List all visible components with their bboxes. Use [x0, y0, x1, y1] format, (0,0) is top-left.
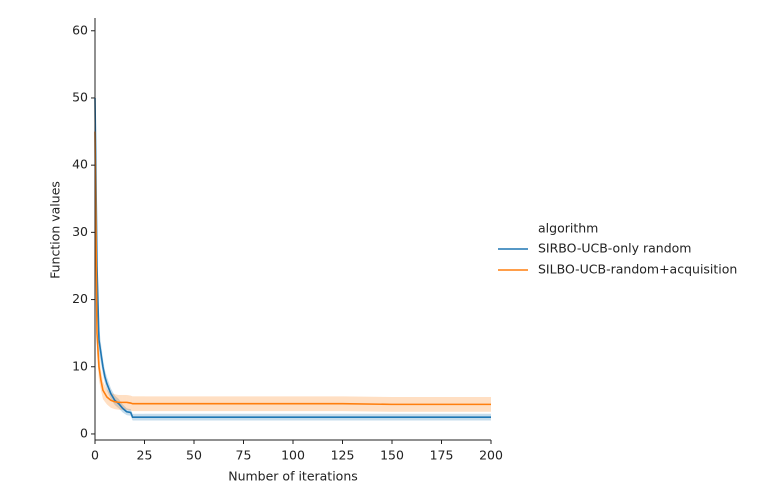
x-tick-label: 25 [137, 448, 153, 463]
y-tick-label: 30 [72, 224, 88, 239]
series-line [94, 97, 491, 418]
y-tick-label: 60 [72, 22, 88, 37]
x-tick-label: 0 [91, 448, 99, 463]
y-tick-label: 50 [72, 89, 88, 104]
y-tick-label: 40 [72, 157, 88, 172]
x-axis-label: Number of iterations [228, 469, 358, 484]
series-line [94, 131, 491, 406]
legend-label: SIRBO-UCB-only random [538, 241, 691, 256]
x-tick-label: 75 [236, 448, 252, 463]
legend-label: SILBO-UCB-random+acquisition [538, 262, 737, 277]
y-axis-label: Function values [48, 181, 63, 279]
y-tick-label: 10 [72, 358, 88, 373]
x-tick-label: 100 [281, 448, 305, 463]
x-tick-label: 125 [331, 448, 355, 463]
legend-title: algorithm [538, 221, 598, 236]
x-tick-label: 175 [430, 448, 454, 463]
x-tick-label: 200 [479, 448, 503, 463]
y-tick-label: 0 [80, 425, 88, 440]
x-tick-label: 50 [186, 448, 202, 463]
x-tick-label: 150 [380, 448, 404, 463]
y-tick-label: 20 [72, 291, 88, 306]
